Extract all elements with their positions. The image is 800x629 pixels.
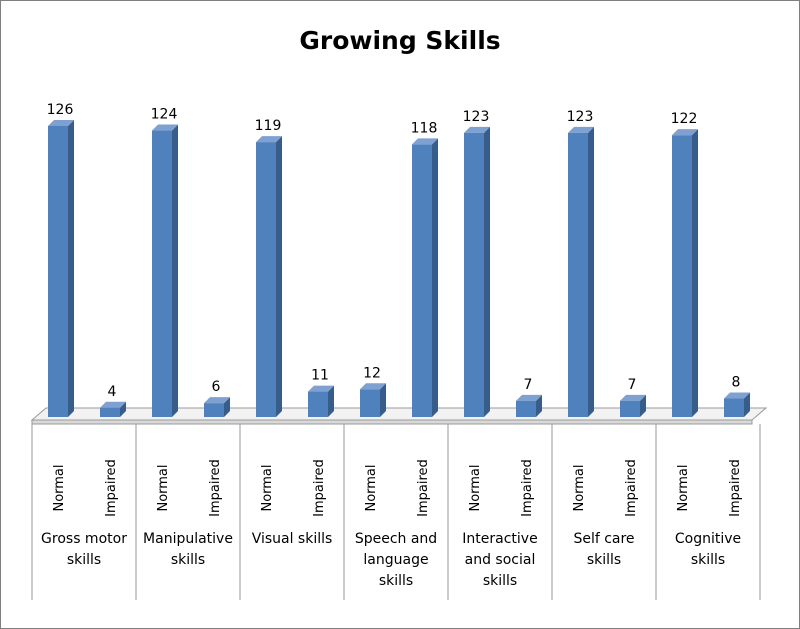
bar-side: [172, 124, 178, 417]
bar: [672, 135, 692, 417]
category-label: Impaired: [104, 459, 119, 517]
bar: [620, 400, 640, 417]
category-label: Impaired: [624, 459, 639, 517]
group-label: skills: [483, 573, 517, 589]
data-label: 8: [732, 375, 741, 391]
bar-top: [464, 126, 490, 133]
bar: [256, 142, 276, 418]
bar-top: [308, 385, 334, 392]
category-label: Normal: [260, 464, 275, 511]
group-label: Interactive: [462, 531, 537, 547]
category-label: Impaired: [728, 459, 743, 517]
category-label: Normal: [364, 464, 379, 511]
category-label: Normal: [156, 464, 171, 511]
bar-top: [256, 136, 282, 143]
bar: [152, 130, 172, 417]
data-label: 119: [255, 118, 282, 134]
data-label: 11: [311, 368, 329, 384]
group-label: skills: [67, 552, 101, 568]
group-label: and social: [465, 552, 536, 568]
category-label: Impaired: [416, 459, 431, 517]
bar-top: [48, 119, 74, 126]
bar-side: [640, 394, 646, 417]
bar: [724, 398, 744, 417]
category-label: Normal: [676, 464, 691, 511]
bar-top: [568, 126, 594, 133]
bar: [360, 389, 380, 417]
bar-side: [536, 394, 542, 417]
data-label: 122: [671, 111, 698, 127]
bar: [100, 407, 120, 417]
bar-side: [68, 119, 74, 417]
group-label: Speech and: [355, 531, 437, 547]
bar-side: [224, 397, 230, 417]
bar-top: [516, 394, 542, 401]
group-label: skills: [171, 552, 205, 568]
group-label: skills: [587, 552, 621, 568]
data-label: 118: [411, 120, 438, 136]
data-label: 124: [151, 107, 178, 123]
bar-side: [276, 136, 282, 418]
data-label: 12: [363, 365, 381, 381]
bar-side: [484, 126, 490, 418]
bar: [568, 132, 588, 417]
data-label: 123: [567, 109, 594, 125]
bar-top: [204, 397, 230, 404]
group-label: Self care: [573, 531, 634, 547]
bar-side: [692, 129, 698, 417]
bar-top: [360, 383, 386, 390]
bar-side: [588, 126, 594, 418]
data-label: 7: [628, 377, 637, 393]
bar-top: [412, 138, 438, 145]
bar: [516, 400, 536, 417]
bar-top: [672, 129, 698, 136]
bar-top: [152, 124, 178, 131]
bar-top: [100, 401, 126, 408]
bar: [204, 403, 224, 417]
category-label: Normal: [52, 464, 67, 511]
bar: [308, 391, 328, 417]
data-label: 4: [108, 384, 117, 400]
data-label: 6: [212, 379, 221, 395]
group-label: Cognitive: [675, 531, 741, 547]
bar-side: [328, 385, 334, 417]
group-label: skills: [691, 552, 725, 568]
chart-floor-edge: [31, 419, 753, 425]
data-label: 123: [463, 109, 490, 125]
bar-side: [380, 383, 386, 417]
category-label: Normal: [572, 464, 587, 511]
category-label: Impaired: [312, 459, 327, 517]
chart-floor: [30, 407, 768, 421]
group-label: skills: [379, 573, 413, 589]
bar-top: [620, 394, 646, 401]
category-label: Normal: [468, 464, 483, 511]
data-label: 7: [524, 377, 533, 393]
bar-side: [120, 401, 126, 417]
category-label: Impaired: [208, 459, 223, 517]
chart-title: Growing Skills: [299, 26, 501, 55]
bar: [464, 132, 484, 417]
bar-side: [432, 138, 438, 418]
group-label: Gross motor: [41, 531, 127, 547]
bar-top: [724, 392, 750, 399]
bar: [48, 125, 68, 417]
group-label: Manipulative: [143, 531, 233, 547]
category-label: Impaired: [520, 459, 535, 517]
data-label: 126: [47, 102, 74, 118]
bar: [412, 144, 432, 418]
group-label: Visual skills: [252, 531, 333, 547]
bar-side: [744, 392, 750, 417]
group-label: language: [363, 552, 428, 568]
